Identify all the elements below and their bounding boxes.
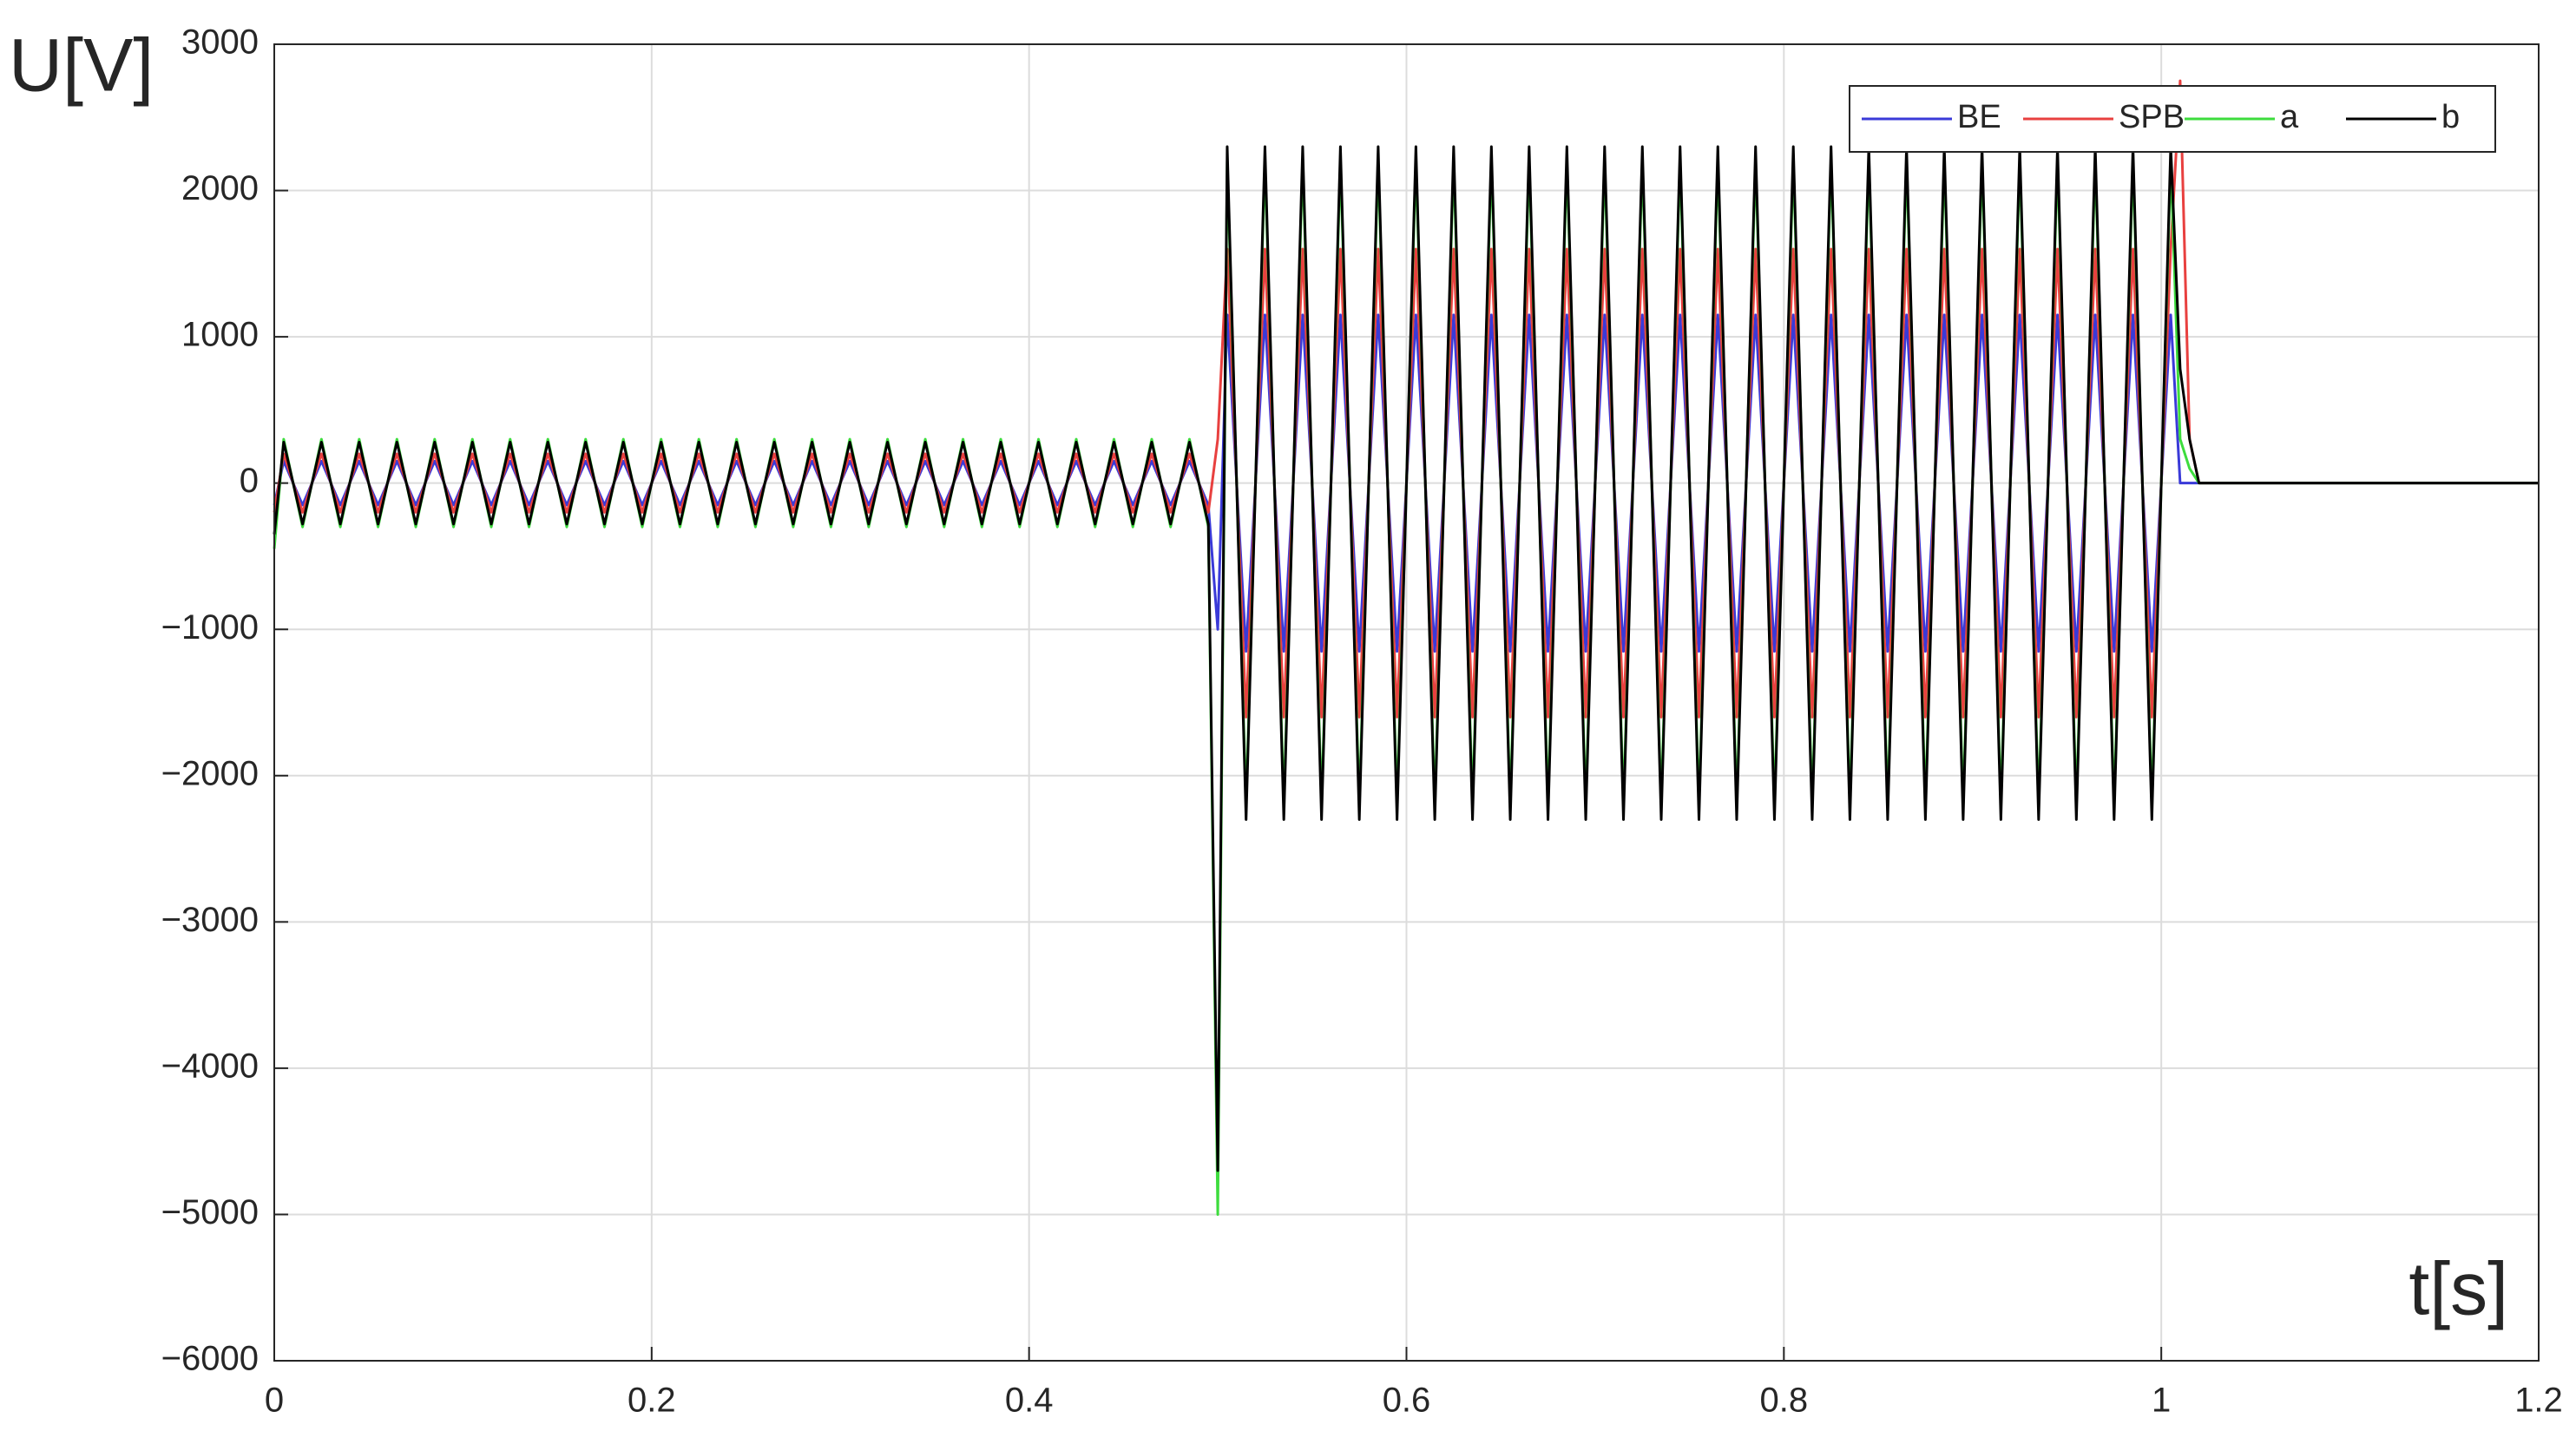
y-axis-label: U[V] xyxy=(9,24,154,108)
y-tick-label: 1000 xyxy=(181,316,259,354)
y-tick-label: 2000 xyxy=(181,169,259,207)
y-tick-label: −6000 xyxy=(161,1340,259,1378)
y-tick-label: −4000 xyxy=(161,1047,259,1085)
legend: BE SPB a b xyxy=(1849,85,2496,153)
y-tick-label: −5000 xyxy=(161,1193,259,1231)
y-tick-label: 0 xyxy=(240,462,259,500)
y-tick-label: −1000 xyxy=(161,608,259,647)
x-tick-label: 0.6 xyxy=(1383,1382,1431,1420)
x-tick-label: 1 xyxy=(2152,1382,2171,1420)
legend-label: BE xyxy=(1957,99,2001,135)
x-tick-label: 0 xyxy=(265,1382,284,1420)
x-axis-label: t[s] xyxy=(2408,1248,2508,1331)
y-tick-label: −2000 xyxy=(161,754,259,792)
x-tick-label: 1.2 xyxy=(2514,1382,2563,1420)
x-tick-label: 0.8 xyxy=(1760,1382,1809,1420)
plot-frame xyxy=(273,43,2540,1362)
series-line xyxy=(273,145,2539,1172)
y-tick-label: −3000 xyxy=(161,901,259,939)
legend-label: SPB xyxy=(2119,99,2185,135)
y-tick-label: 3000 xyxy=(181,23,259,62)
x-tick-label: 0.2 xyxy=(628,1382,676,1420)
legend-label: a xyxy=(2280,99,2299,135)
x-tick-label: 0.4 xyxy=(1005,1382,1054,1420)
legend-label: b xyxy=(2441,99,2460,135)
